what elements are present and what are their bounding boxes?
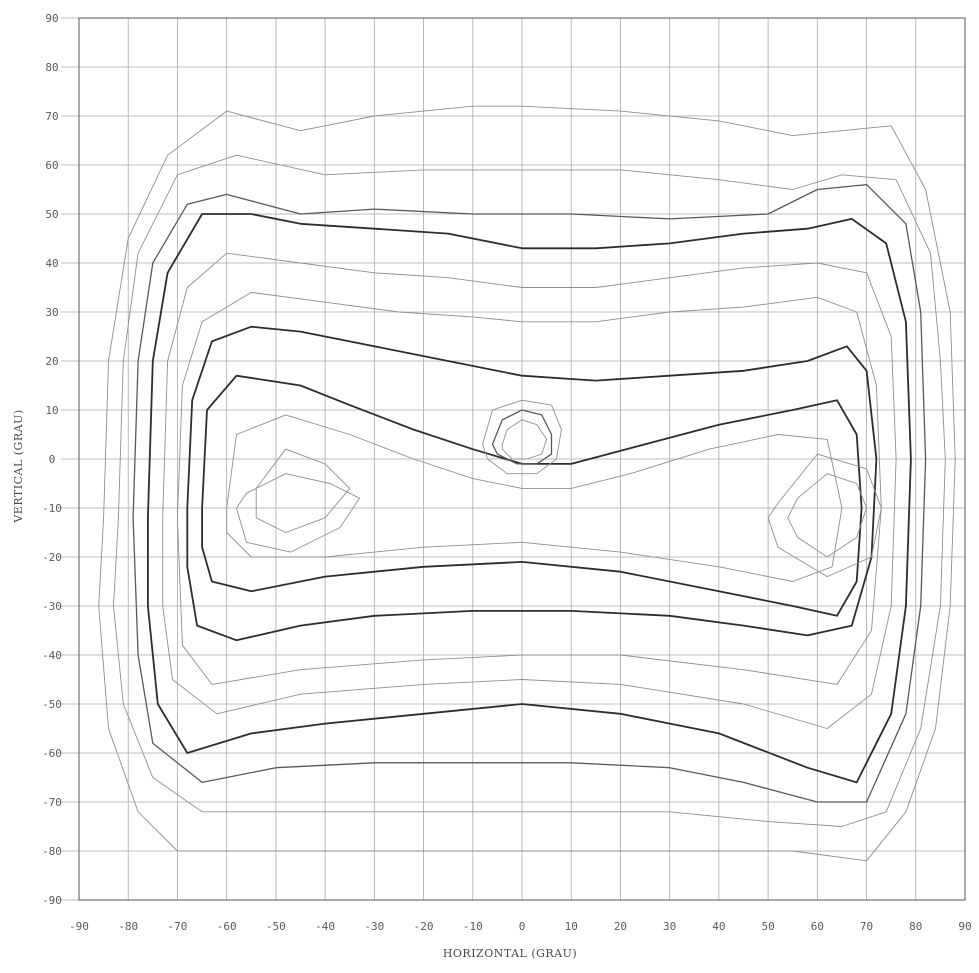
x-tick-label: -70	[168, 920, 188, 933]
y-tick-label: 80	[45, 61, 58, 74]
y-tick-label: -20	[42, 551, 62, 564]
y-tick-label: -70	[42, 796, 62, 809]
y-tick-label: -80	[42, 845, 62, 858]
y-tick-label: 90	[45, 12, 58, 25]
y-tick-label: 10	[45, 404, 58, 417]
y-tick-label: 40	[45, 257, 58, 270]
x-tick-label: 60	[811, 920, 824, 933]
contour-line	[98, 105, 956, 862]
x-tick-label: 20	[614, 920, 627, 933]
x-tick-labels: -90 -80 -70 -60 -50 -40 -30 -20 -10 0 10 20 30 40 50 60…	[69, 920, 972, 933]
y-axis-title: VERTICAL (GRAU)	[12, 409, 25, 523]
contour-line	[787, 473, 868, 558]
contour-line	[501, 419, 548, 460]
x-tick-label: 0	[519, 920, 526, 933]
y-tick-label: -40	[42, 649, 62, 662]
contour-line	[491, 409, 553, 465]
x-tick-label: 30	[663, 920, 676, 933]
y-tick-label: 60	[45, 159, 58, 172]
grid-layer	[61, 17, 966, 901]
contour-line	[162, 252, 897, 729]
y-tick-label: 30	[45, 306, 58, 319]
plot-frame	[78, 17, 966, 901]
contour-line	[255, 448, 351, 533]
y-tick-labels: 90 80 70 60 50 40 30 20 10 0 -10 -20 -30 -40 -50 -60 -70…	[42, 12, 62, 907]
y-tick-label: -60	[42, 747, 62, 760]
y-tick-label: 0	[49, 453, 56, 466]
contour-line	[767, 453, 882, 578]
y-tick-label: -50	[42, 698, 62, 711]
x-axis-title: HORIZONTAL (GRAU)	[443, 947, 577, 960]
y-tick-label: -10	[42, 502, 62, 515]
contour-line	[132, 183, 927, 803]
x-tick-label: -30	[364, 920, 384, 933]
x-tick-label: 70	[860, 920, 873, 933]
contour-line	[176, 291, 882, 685]
x-tick-label: 80	[909, 920, 922, 933]
y-tick-label: 70	[45, 110, 58, 123]
x-tick-label: -20	[414, 920, 434, 933]
contour-line	[236, 473, 361, 553]
y-tick-label: -90	[42, 894, 62, 907]
y-tick-label: 20	[45, 355, 58, 368]
x-tick-label: 50	[761, 920, 774, 933]
contour-line	[113, 154, 946, 827]
x-tick-label: -40	[315, 920, 335, 933]
x-tick-label: -90	[69, 920, 89, 933]
contour-line	[226, 414, 843, 582]
x-tick-label: -50	[266, 920, 286, 933]
contour-line	[201, 374, 863, 617]
y-tick-label: -30	[42, 600, 62, 613]
contour-line	[186, 325, 878, 642]
contour-line	[482, 399, 562, 475]
x-tick-label: -60	[217, 920, 237, 933]
x-tick-label: 10	[565, 920, 578, 933]
x-tick-label: 40	[712, 920, 725, 933]
x-tick-label: -10	[463, 920, 483, 933]
y-tick-label: 50	[45, 208, 58, 221]
x-tick-label: -80	[118, 920, 138, 933]
contour-line	[146, 213, 912, 784]
x-tick-label: 90	[958, 920, 971, 933]
contour-layer	[98, 105, 956, 862]
